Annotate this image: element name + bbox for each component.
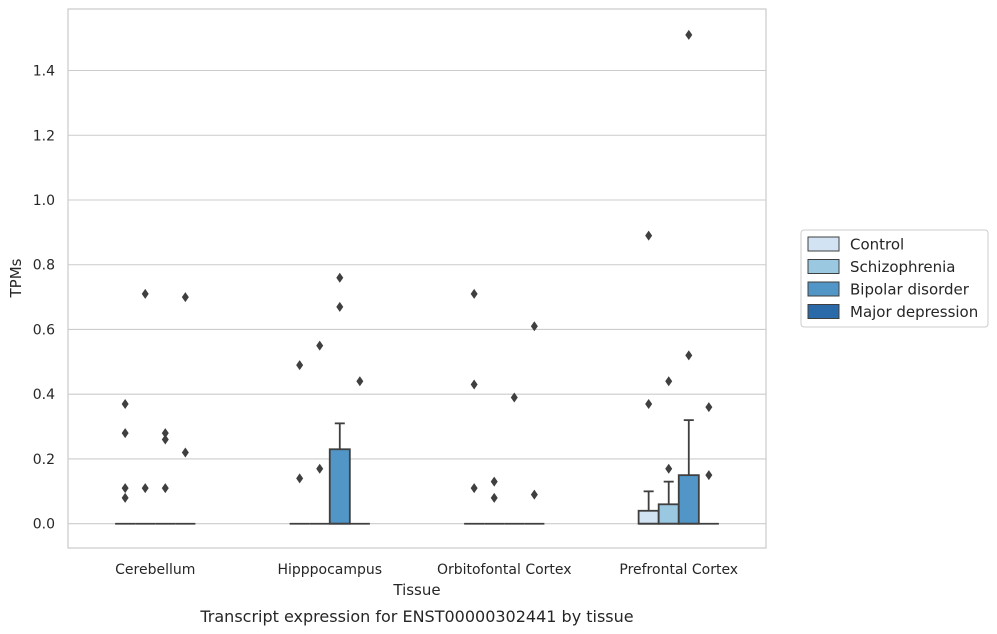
y-tick-label: 0.2 <box>33 452 55 468</box>
outlier-point <box>316 463 324 474</box>
box-group <box>464 288 485 525</box>
y-tick-label: 0.6 <box>33 322 55 338</box>
box <box>677 474 700 525</box>
outlier-point <box>161 428 169 439</box>
outlier-point <box>296 360 304 371</box>
box-group <box>657 376 680 525</box>
outlier-point <box>181 292 189 303</box>
y-tick-label: 0.0 <box>33 517 55 533</box>
box-group <box>698 402 719 525</box>
box-group <box>524 321 545 525</box>
outlier-point <box>470 379 478 390</box>
outlier-point <box>161 434 169 445</box>
outlier-point <box>336 272 344 283</box>
outlier-point <box>121 483 129 494</box>
legend-swatch <box>807 304 840 319</box>
y-tick-label: 0.8 <box>33 258 55 274</box>
outlier-point <box>161 483 169 494</box>
legend: Control Schizophrenia Bipolar disorder Majo… <box>800 229 989 328</box>
box-group <box>155 428 176 525</box>
outlier-point <box>510 392 518 403</box>
y-tick-label: 0.4 <box>33 387 55 403</box>
outlier-point <box>705 470 713 481</box>
outlier-point <box>336 301 344 312</box>
outlier-point <box>141 483 149 494</box>
box-group <box>349 376 370 525</box>
outlier-point <box>645 398 653 409</box>
outlier-point <box>470 288 478 299</box>
outlier-point <box>665 463 673 474</box>
legend-label: Major depression <box>850 303 978 321</box>
outlier-point <box>490 476 498 487</box>
outlier-point <box>530 489 538 500</box>
outlier-point <box>645 230 653 241</box>
box-group <box>135 288 156 525</box>
y-axis-title: TPMs <box>7 258 25 298</box>
y-tick-label: 1.0 <box>33 193 55 209</box>
legend-swatch <box>807 281 840 297</box>
outlier-point <box>181 447 189 458</box>
box-group <box>504 392 525 525</box>
y-tick-label: 1.4 <box>33 64 55 80</box>
x-tick-labels: Cerebellum Hipppocampus Orbitofontal Corte… <box>115 562 738 578</box>
outlier-point <box>705 402 713 413</box>
legend-label: Schizophrenia <box>850 258 955 276</box>
x-tick-label: Hipppocampus <box>277 562 382 578</box>
legend-swatch <box>807 236 840 252</box>
box-group <box>328 272 351 525</box>
outlier-point <box>685 29 693 40</box>
x-tick-label: Cerebellum <box>115 562 195 578</box>
outlier-point <box>121 428 129 439</box>
outlier-point <box>296 473 304 484</box>
outlier-point <box>665 376 673 387</box>
x-tick-label: Orbitofontal Cortex <box>437 562 572 578</box>
legend-swatch <box>807 259 840 274</box>
y-tick-labels: 0.0 0.2 0.4 0.6 0.8 1.0 1.2 1.4 <box>33 64 55 533</box>
box-group <box>175 292 196 525</box>
box <box>657 503 680 525</box>
outlier-point <box>685 350 693 361</box>
box <box>328 448 351 525</box>
y-tick-label: 1.2 <box>33 128 55 144</box>
legend-label: Bipolar disorder <box>850 281 970 299</box>
box-group <box>637 230 660 525</box>
legend-frame <box>800 229 989 328</box>
outlier-point <box>316 340 324 351</box>
outlier-point <box>356 376 364 387</box>
outlier-point <box>121 398 129 409</box>
box-group <box>115 398 136 525</box>
outlier-point <box>141 288 149 299</box>
x-axis-title: Tissue <box>392 581 440 599</box>
outlier-point <box>530 321 538 332</box>
outlier-point <box>470 483 478 494</box>
box-group <box>309 340 330 525</box>
plot-frame <box>67 8 767 549</box>
box-group <box>289 360 310 525</box>
box-group <box>484 476 505 525</box>
outlier-point <box>121 492 129 503</box>
box <box>637 509 660 525</box>
x-tick-label: Prefrontal Cortex <box>619 562 738 578</box>
outlier-point <box>490 492 498 503</box>
figure-caption: Transcript expression for ENST0000030244… <box>199 607 633 626</box>
marks-layer <box>115 29 719 525</box>
legend-label: Control <box>850 236 904 254</box>
box-group <box>677 29 700 525</box>
